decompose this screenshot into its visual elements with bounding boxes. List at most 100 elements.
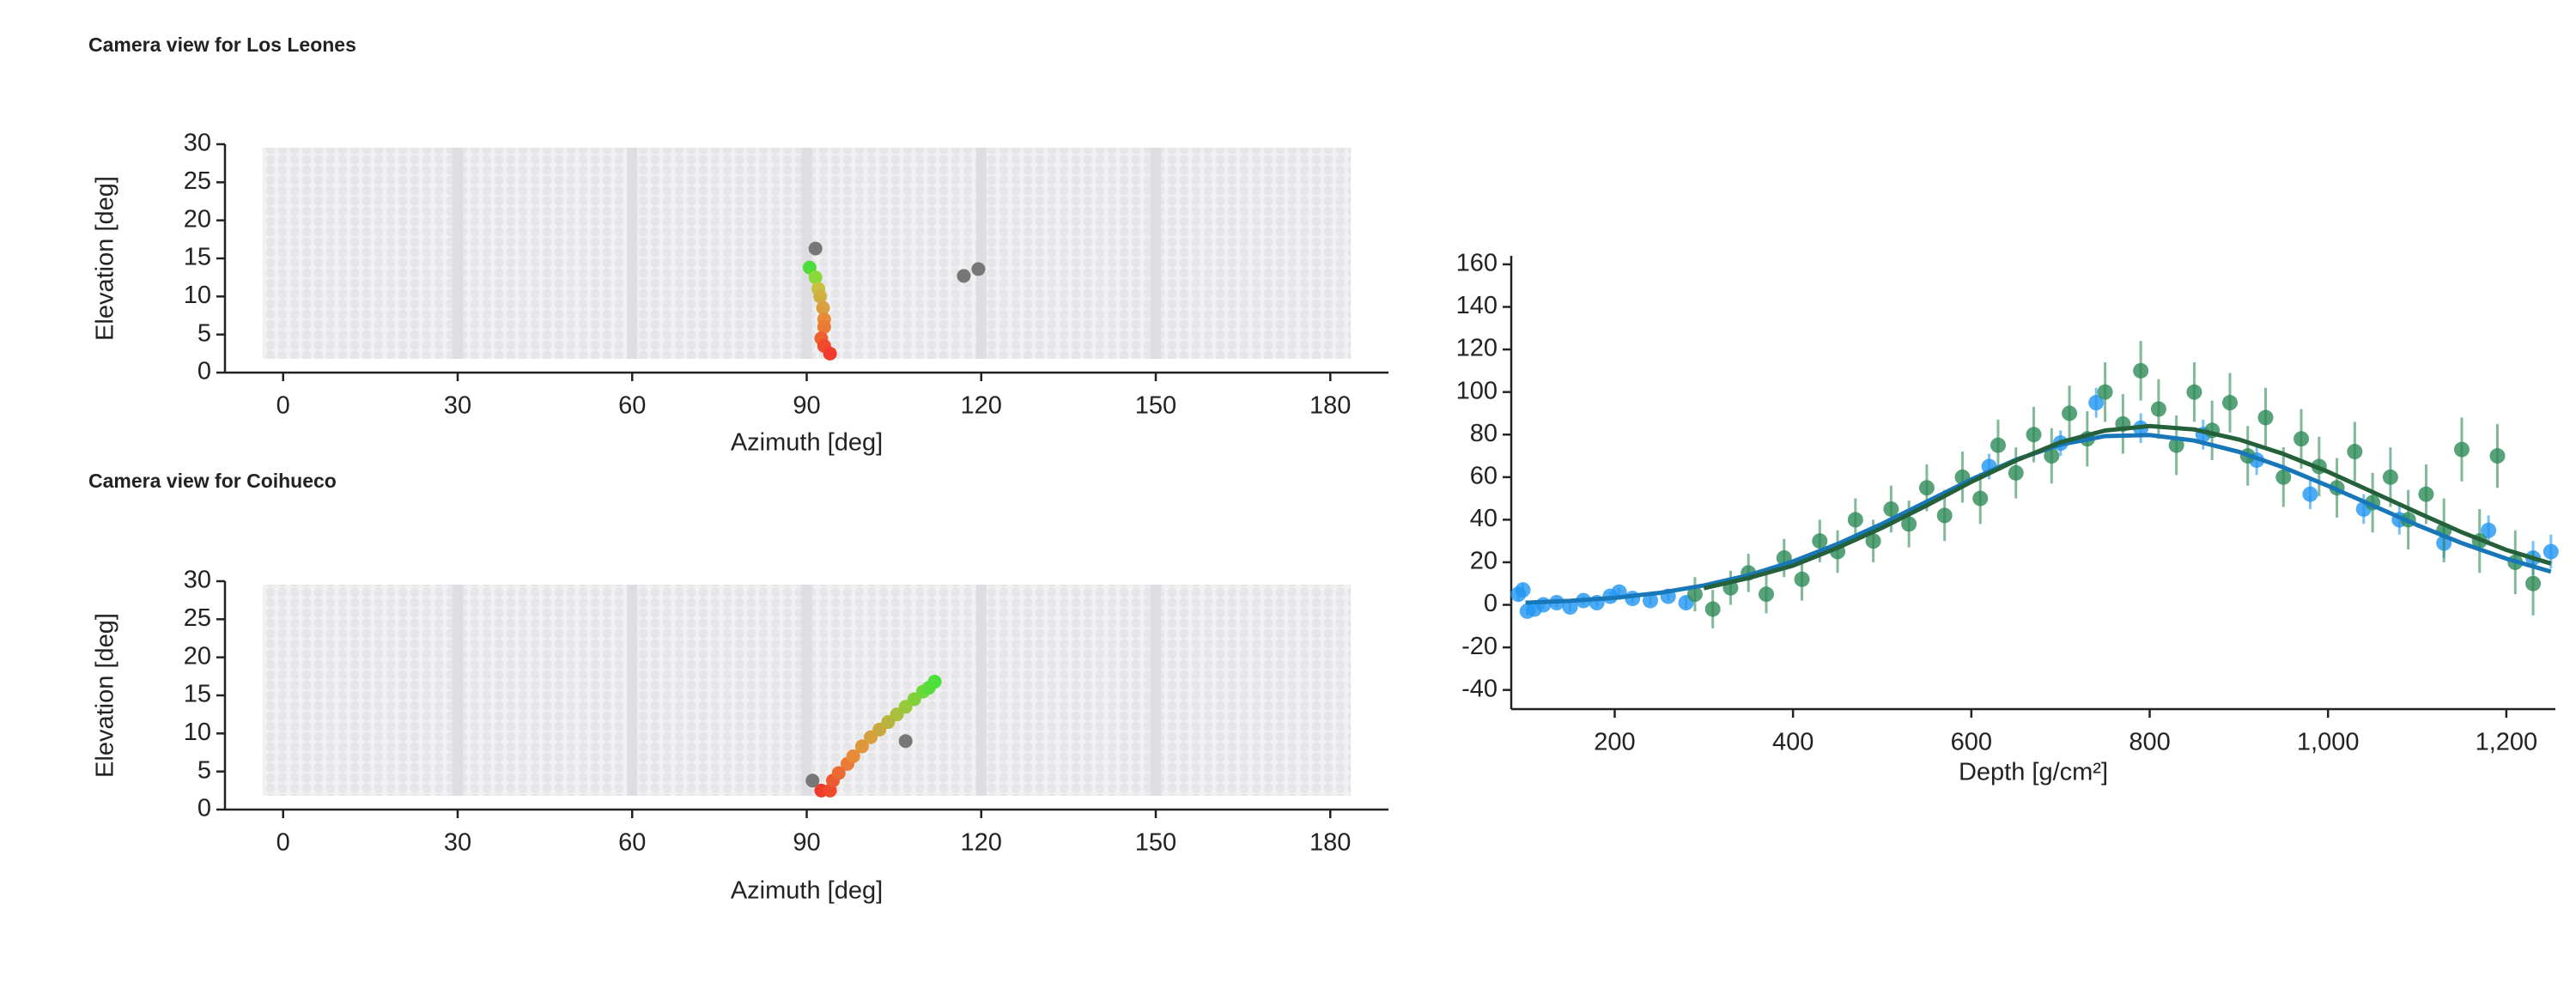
y-tick-label: 15 (184, 681, 211, 708)
x-axis-label: Azimuth [deg] (731, 877, 883, 905)
y-tick-label: 20 (1470, 548, 1498, 575)
data-point (1812, 533, 1828, 549)
x-tick-label: 90 (793, 392, 820, 420)
data-point (2489, 448, 2506, 464)
camera-border (801, 585, 812, 796)
x-tick-label: 200 (1594, 729, 1635, 756)
y-axis-label: Elevation [deg] (92, 613, 119, 778)
x-axis-label: Depth [g/cm²] (1959, 759, 2108, 786)
data-point (2133, 362, 2149, 379)
camera-border (627, 148, 638, 359)
fit-line (1703, 423, 2552, 591)
x-tick-label: 0 (276, 392, 290, 420)
x-tick-label: 400 (1772, 729, 1814, 756)
camera-border (453, 585, 463, 796)
camera-border (801, 148, 812, 359)
y-tick-label: 120 (1456, 335, 1498, 362)
data-point (1918, 480, 1935, 496)
pixel-hit (831, 766, 846, 780)
pixel-hit (971, 262, 986, 276)
pixel-hit (813, 289, 828, 304)
pixel-hit (927, 675, 942, 689)
y-tick-label: 0 (1484, 590, 1498, 617)
camera-border (1151, 148, 1161, 359)
data-point (1535, 597, 1552, 613)
pixel-hit (854, 739, 869, 754)
data-point (2026, 427, 2042, 443)
data-point (2275, 469, 2292, 485)
data-point (2008, 464, 2024, 481)
y-tick-label: -20 (1461, 633, 1498, 660)
x-tick-label: 1,200 (2476, 729, 2538, 756)
camera-border (627, 585, 638, 796)
camera-border (975, 585, 987, 796)
y-tick-label: 10 (184, 719, 211, 746)
data-point (2168, 437, 2184, 453)
data-point (2453, 441, 2470, 458)
x-tick-label: 150 (1135, 392, 1176, 420)
data-point (2543, 543, 2559, 560)
y-tick-label: 40 (1470, 505, 1498, 532)
x-tick-label: 120 (961, 392, 1002, 420)
pixel-hit (846, 749, 860, 763)
x-tick-label: 600 (1951, 729, 1992, 756)
pixel-hit (816, 300, 830, 315)
y-tick-label: 5 (197, 319, 211, 347)
data-point (2257, 410, 2274, 426)
x-tick-label: 800 (2129, 729, 2170, 756)
data-point (2150, 401, 2166, 417)
data-point (1990, 437, 2006, 453)
data-point (2382, 469, 2398, 485)
pixel-hit (808, 241, 823, 256)
data-point (2186, 384, 2202, 400)
data-point (1704, 601, 1721, 617)
y-tick-label: 25 (184, 604, 211, 632)
data-point (1847, 512, 1863, 528)
data-point (1686, 586, 1703, 603)
y-tick-label: 25 (184, 167, 211, 195)
x-tick-label: 180 (1309, 829, 1351, 857)
y-tick-label: 100 (1456, 377, 1498, 404)
x-tick-label: 60 (618, 392, 646, 420)
pixel-hit (957, 269, 971, 283)
pixel-hit (817, 319, 831, 334)
y-tick-label: 60 (1470, 462, 1498, 489)
y-tick-label: 10 (184, 282, 211, 309)
data-point (2088, 395, 2105, 411)
y-tick-label: 15 (184, 244, 211, 271)
data-point (1865, 533, 1881, 549)
pixel-hit (802, 260, 817, 275)
y-tick-label: 20 (184, 205, 211, 233)
data-point (1758, 586, 1774, 603)
x-tick-label: 120 (961, 829, 1002, 857)
pixel-hit (808, 270, 823, 285)
chart-title: Camera view for Coihueco (88, 470, 337, 492)
y-tick-label: 160 (1456, 250, 1498, 277)
camera-border (1151, 585, 1161, 796)
data-point (2481, 522, 2497, 538)
data-point (2221, 395, 2238, 411)
data-point (2347, 444, 2363, 460)
y-tick-label: 0 (197, 358, 211, 385)
y-tick-label: 80 (1470, 420, 1498, 447)
pixel-hit (805, 774, 820, 788)
y-tick-label: 20 (184, 642, 211, 670)
y-tick-label: 30 (184, 130, 211, 157)
data-point (1794, 571, 1810, 587)
data-point (1936, 507, 1953, 524)
y-axis-label: Elevation [deg] (92, 176, 119, 341)
y-tick-label: 140 (1456, 292, 1498, 319)
data-point (1883, 500, 1899, 517)
data-point (2062, 405, 2078, 422)
data-point (1901, 516, 1917, 532)
pixel-hit (823, 346, 837, 361)
y-tick-label: -40 (1461, 675, 1498, 702)
y-tick-label: 5 (197, 756, 211, 784)
pixel-hit (898, 734, 913, 749)
data-point (1642, 592, 1658, 609)
y-tick-label: 30 (184, 567, 211, 594)
camera-border (453, 148, 463, 359)
data-point (1972, 490, 1989, 507)
x-tick-label: 60 (618, 829, 646, 857)
